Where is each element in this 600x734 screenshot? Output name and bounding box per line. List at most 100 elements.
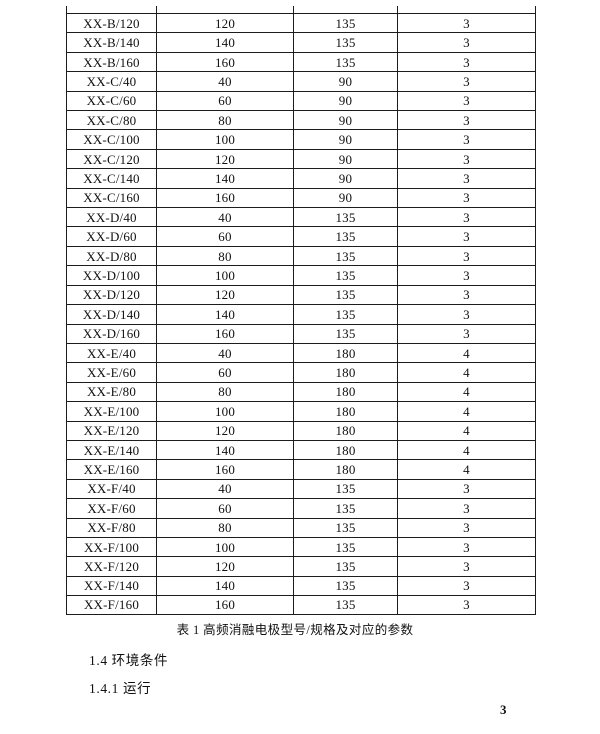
- table-row: XX-E/40 40 180 4: [66, 342, 536, 363]
- table-cell: XX-F/160: [67, 596, 157, 614]
- table-row: XX-D/80 80 135 3: [66, 245, 536, 266]
- table-cell: 135: [294, 33, 398, 52]
- table-cell: XX-E/80: [67, 382, 157, 402]
- table-cell: 80: [157, 518, 294, 537]
- table-row: XX-C/140 140 90 3: [66, 168, 536, 188]
- table-body: XX-B/120 120 135 3 XX-B/140 140 135 3 XX-B/160 16…: [66, 13, 536, 615]
- table-cell: 140: [157, 33, 294, 52]
- table-cell: 60: [157, 91, 294, 111]
- table-row: XX-E/100 100 180 4: [66, 401, 536, 421]
- table-cell: 4: [398, 460, 536, 479]
- table-cell: 135: [294, 518, 398, 537]
- table-row: XX-E/160 160 180 4: [66, 459, 536, 479]
- table-cell: XX-C/60: [67, 91, 157, 111]
- table-cell: XX-C/160: [67, 188, 157, 208]
- table-row: XX-C/80 80 90 3: [66, 110, 536, 130]
- stub-cell: [294, 6, 398, 13]
- table-cell: 3: [398, 479, 536, 499]
- table-cell: 180: [294, 363, 398, 382]
- table-cell: 3: [398, 91, 536, 111]
- table-cell: 100: [157, 402, 294, 421]
- table-cell: XX-E/60: [67, 363, 157, 382]
- table-cell: 3: [398, 537, 536, 557]
- table-row: XX-D/60 60 135 3: [66, 226, 536, 246]
- table-cell: 180: [294, 402, 398, 421]
- table-cell: 80: [157, 111, 294, 130]
- page-number: 3: [500, 702, 507, 717]
- table-cell: 80: [157, 246, 294, 266]
- table-cell: XX-D/100: [67, 266, 157, 285]
- table-cell: 3: [398, 149, 536, 169]
- table-cell: 135: [294, 266, 398, 285]
- table-row: XX-C/100 100 90 3: [66, 129, 536, 149]
- table-cell: 3: [398, 33, 536, 52]
- table-cell: 3: [398, 14, 536, 33]
- table-cell: XX-F/120: [67, 557, 157, 576]
- table-cell: XX-F/60: [67, 499, 157, 518]
- table-cell: XX-E/40: [67, 343, 157, 363]
- table-cell: 3: [398, 518, 536, 537]
- table-cell: XX-D/160: [67, 324, 157, 343]
- table-cell: 120: [157, 557, 294, 576]
- table-row: XX-F/160 160 135 3: [66, 595, 536, 615]
- table-cell: XX-E/140: [67, 440, 157, 460]
- table-cell: 60: [157, 227, 294, 246]
- table-cell: XX-D/40: [67, 208, 157, 227]
- table-cell: 120: [157, 285, 294, 305]
- table-cell: 4: [398, 402, 536, 421]
- table-row: XX-F/80 80 135 3: [66, 517, 536, 537]
- table-cell: XX-B/120: [67, 14, 157, 33]
- table-cell: 135: [294, 596, 398, 614]
- table-cell: 140: [157, 169, 294, 188]
- table-cell: XX-F/140: [67, 576, 157, 596]
- table-cell: 3: [398, 266, 536, 285]
- table-cell: 135: [294, 285, 398, 305]
- table-cell: 180: [294, 440, 398, 460]
- table-cell: 135: [294, 246, 398, 266]
- table-cell: 60: [157, 363, 294, 382]
- table-cell: 120: [157, 149, 294, 169]
- table-row: XX-D/140 140 135 3: [66, 304, 536, 324]
- table-cell: 3: [398, 576, 536, 596]
- table-cell: XX-D/140: [67, 305, 157, 324]
- table-cell: 4: [398, 363, 536, 382]
- table-cell: 100: [157, 130, 294, 149]
- table-caption: 表 1 高频消融电极型号/规格及对应的参数: [176, 623, 414, 637]
- table-cell: 90: [294, 111, 398, 130]
- table-cell: XX-C/100: [67, 130, 157, 149]
- table-cell: 3: [398, 208, 536, 227]
- table-row: XX-E/120 120 180 4: [66, 420, 536, 440]
- table-cell: 135: [294, 499, 398, 518]
- table-cell: 120: [157, 14, 294, 33]
- table-cell: 4: [398, 382, 536, 402]
- table-row: XX-F/140 140 135 3: [66, 575, 536, 596]
- table-cell: 160: [157, 188, 294, 208]
- table-row: XX-E/60 60 180 4: [66, 362, 536, 382]
- table-cell: 180: [294, 343, 398, 363]
- table-cell: 90: [294, 91, 398, 111]
- table-cell: 4: [398, 440, 536, 460]
- table-cell: 90: [294, 149, 398, 169]
- table-cell: XX-C/40: [67, 72, 157, 91]
- table-cell: XX-E/120: [67, 421, 157, 440]
- table-cell: 140: [157, 440, 294, 460]
- table-cell: 135: [294, 14, 398, 33]
- table-row: XX-D/160 160 135 3: [66, 323, 536, 343]
- table-cell: 40: [157, 208, 294, 227]
- table-cell: 40: [157, 479, 294, 499]
- table-cell: 3: [398, 285, 536, 305]
- table-cell: 3: [398, 111, 536, 130]
- table-cell: XX-E/100: [67, 402, 157, 421]
- table-cell: XX-E/160: [67, 460, 157, 479]
- table-cell: 3: [398, 324, 536, 343]
- table-cell: 135: [294, 537, 398, 557]
- table-cell: 90: [294, 169, 398, 188]
- table-cell: 180: [294, 382, 398, 402]
- table-cell: XX-B/140: [67, 33, 157, 52]
- table-cell: 135: [294, 324, 398, 343]
- table-cell: 3: [398, 557, 536, 576]
- table-cell: XX-B/160: [67, 52, 157, 72]
- stub-cell: [157, 6, 294, 13]
- table-cell: 3: [398, 227, 536, 246]
- stub-cell: [398, 6, 536, 13]
